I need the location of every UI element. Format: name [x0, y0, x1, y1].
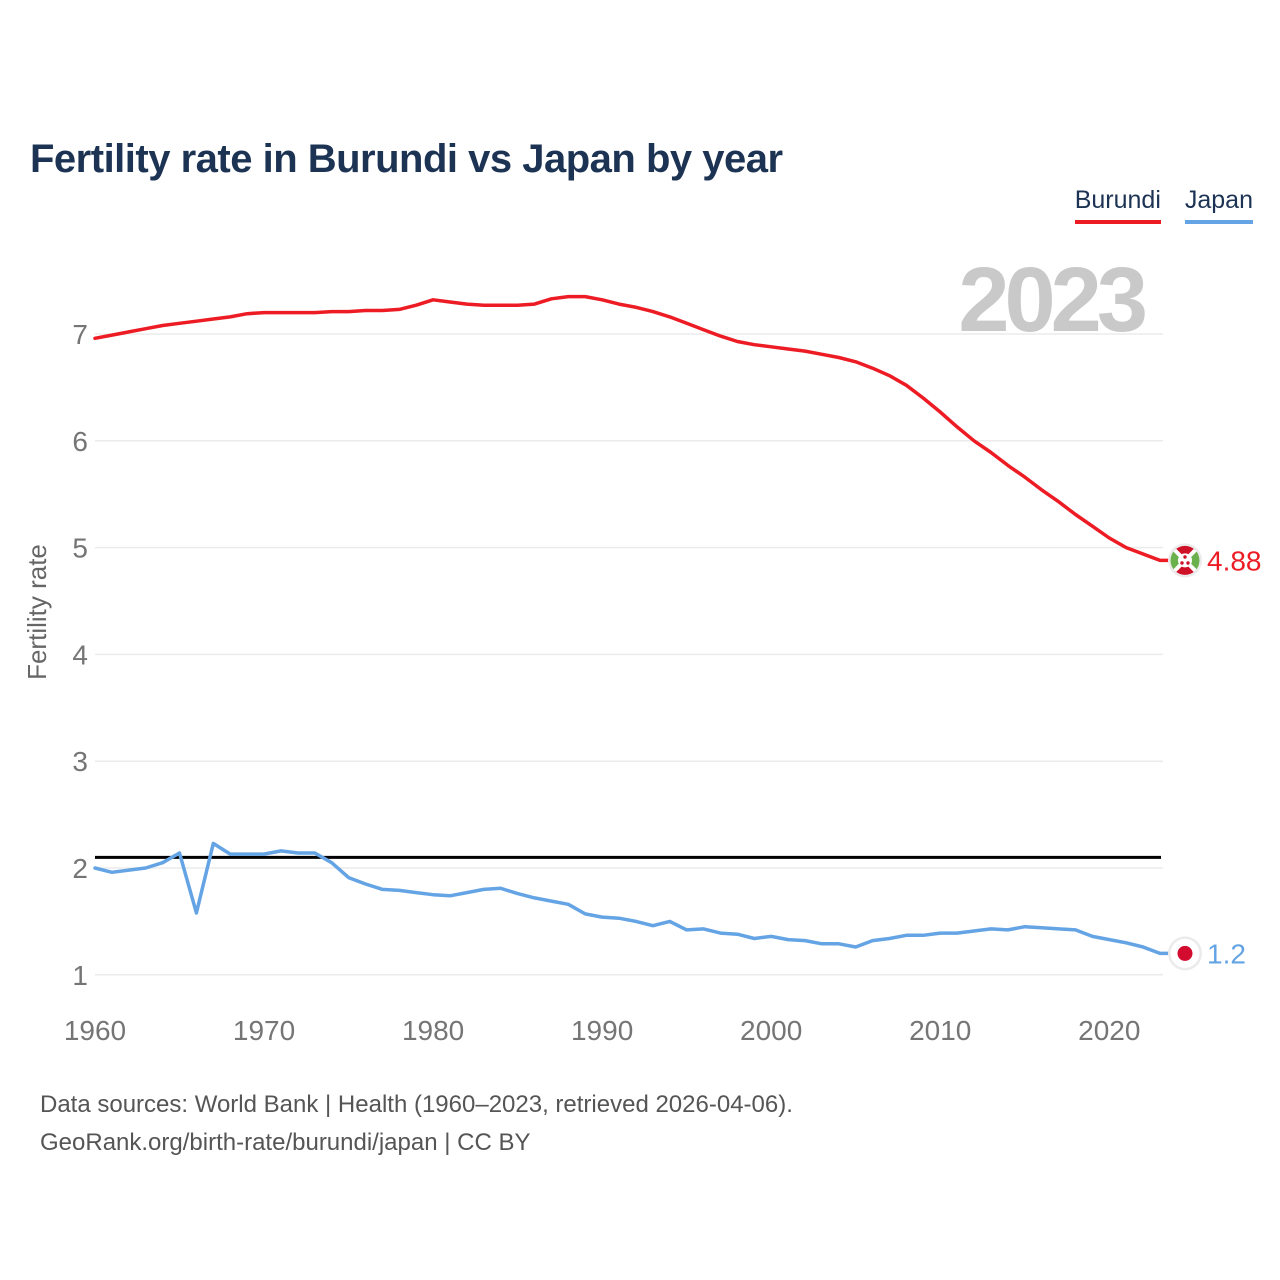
burundi-series-line	[93, 294, 1173, 563]
source-attribution: Data sources: World Bank | Health (1960–…	[40, 1086, 793, 1162]
gridlines	[95, 333, 1163, 976]
x-tick-label: 1970	[233, 1015, 295, 1046]
x-tick-label: 1980	[402, 1015, 464, 1046]
y-tick-label: 6	[72, 426, 88, 457]
y-axis-tick-labels: 1 2 3 4 5 6 7	[72, 319, 88, 991]
x-tick-label: 2010	[909, 1015, 971, 1046]
x-tick-label: 1960	[64, 1015, 126, 1046]
y-tick-label: 3	[72, 746, 88, 777]
license-line: GeoRank.org/birth-rate/burundi/japan | C…	[40, 1129, 531, 1156]
burundi-flag-marker	[1168, 543, 1202, 578]
watermark-year: 2023	[958, 249, 1148, 351]
y-tick-label: 5	[72, 533, 88, 564]
y-tick-label: 7	[72, 319, 88, 350]
y-tick-label: 4	[72, 639, 88, 670]
data-sources-line: Data sources: World Bank | Health (1960–…	[40, 1091, 793, 1118]
y-tick-label: 2	[72, 853, 88, 884]
japan-end-value-label: 1.2	[1207, 938, 1246, 969]
burundi-end-value-label: 4.88	[1207, 545, 1262, 576]
y-tick-label: 1	[72, 960, 88, 991]
x-tick-label: 2000	[740, 1015, 802, 1046]
legend: Burundi Japan	[1074, 186, 1253, 224]
legend-item-burundi[interactable]: Burundi	[1074, 186, 1161, 224]
japan-flag-marker	[1168, 936, 1202, 971]
x-tick-label: 1990	[571, 1015, 633, 1046]
japan-series-line	[93, 841, 1173, 956]
page-title: Fertility rate in Burundi vs Japan by ye…	[30, 136, 783, 181]
legend-item-japan[interactable]: Japan	[1184, 186, 1253, 224]
x-tick-label: 2020	[1078, 1015, 1140, 1046]
x-axis-tick-labels: 1960 1970 1980 1990 2000 2010 2020	[64, 1015, 1141, 1046]
y-axis-title: Fertility rate	[22, 544, 52, 680]
